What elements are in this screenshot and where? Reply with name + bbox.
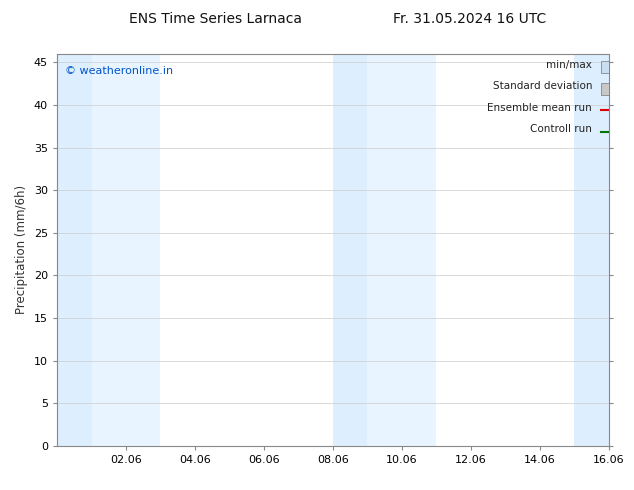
Text: © weatheronline.in: © weatheronline.in bbox=[65, 66, 174, 75]
Bar bbox=[91, 54, 160, 446]
FancyBboxPatch shape bbox=[602, 82, 609, 95]
Text: min/max: min/max bbox=[547, 60, 592, 70]
Bar bbox=[367, 54, 436, 446]
Bar bbox=[333, 54, 367, 446]
Text: Fr. 31.05.2024 16 UTC: Fr. 31.05.2024 16 UTC bbox=[392, 12, 546, 26]
Bar bbox=[57, 54, 91, 446]
Text: Standard deviation: Standard deviation bbox=[493, 81, 592, 91]
Bar bbox=[574, 54, 609, 446]
FancyBboxPatch shape bbox=[602, 61, 609, 74]
Text: ENS Time Series Larnaca: ENS Time Series Larnaca bbox=[129, 12, 302, 26]
Text: Controll run: Controll run bbox=[530, 124, 592, 134]
Text: Ensemble mean run: Ensemble mean run bbox=[488, 103, 592, 113]
Y-axis label: Precipitation (mm/6h): Precipitation (mm/6h) bbox=[15, 185, 29, 315]
